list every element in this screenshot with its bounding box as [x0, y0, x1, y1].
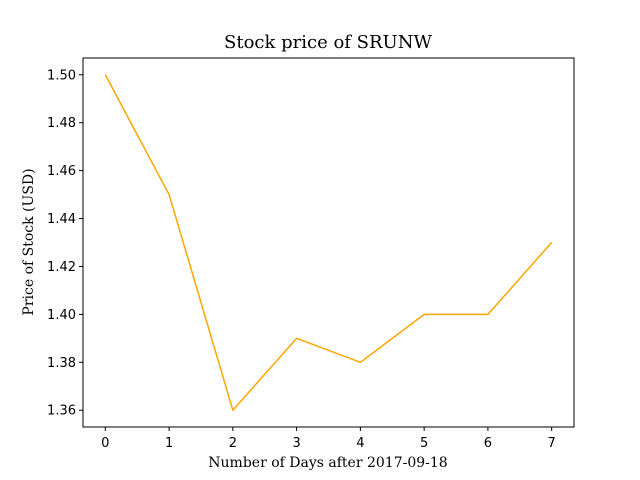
y-tick-label-4: 1.44: [47, 212, 76, 227]
y-tick-label-2: 1.40: [47, 308, 76, 323]
x-tick-label-0: 0: [101, 436, 109, 451]
x-axis-label: Number of Days after 2017-09-18: [208, 455, 447, 471]
x-tick-label-2: 2: [229, 436, 237, 451]
axes-frame: [82, 57, 575, 428]
series-line-0: [104, 74, 553, 411]
y-tick-label-6: 1.48: [47, 116, 76, 131]
y-tick-label-5: 1.46: [47, 164, 76, 179]
x-tick-label-1: 1: [165, 436, 173, 451]
y-tick-label-3: 1.42: [47, 260, 76, 275]
y-axis-label: Price of Stock (USD): [21, 168, 37, 315]
plot-area: 0 1 2 3 4 5 6 7 1.36 1.38 1.40 1.42 1.44 1.46 1.48 1.50: [47, 57, 575, 451]
chart-title: Stock price of SRUNW: [224, 32, 432, 53]
x-tick-label-6: 6: [484, 436, 492, 451]
x-tick-label-5: 5: [420, 436, 428, 451]
y-tick-label-1: 1.38: [47, 356, 76, 371]
x-tick-label-7: 7: [548, 436, 556, 451]
y-tick-label-0: 1.36: [47, 404, 76, 419]
y-tick-label-7: 1.50: [47, 68, 76, 83]
x-tick-label-4: 4: [356, 436, 364, 451]
x-tick-label-3: 3: [292, 436, 300, 451]
